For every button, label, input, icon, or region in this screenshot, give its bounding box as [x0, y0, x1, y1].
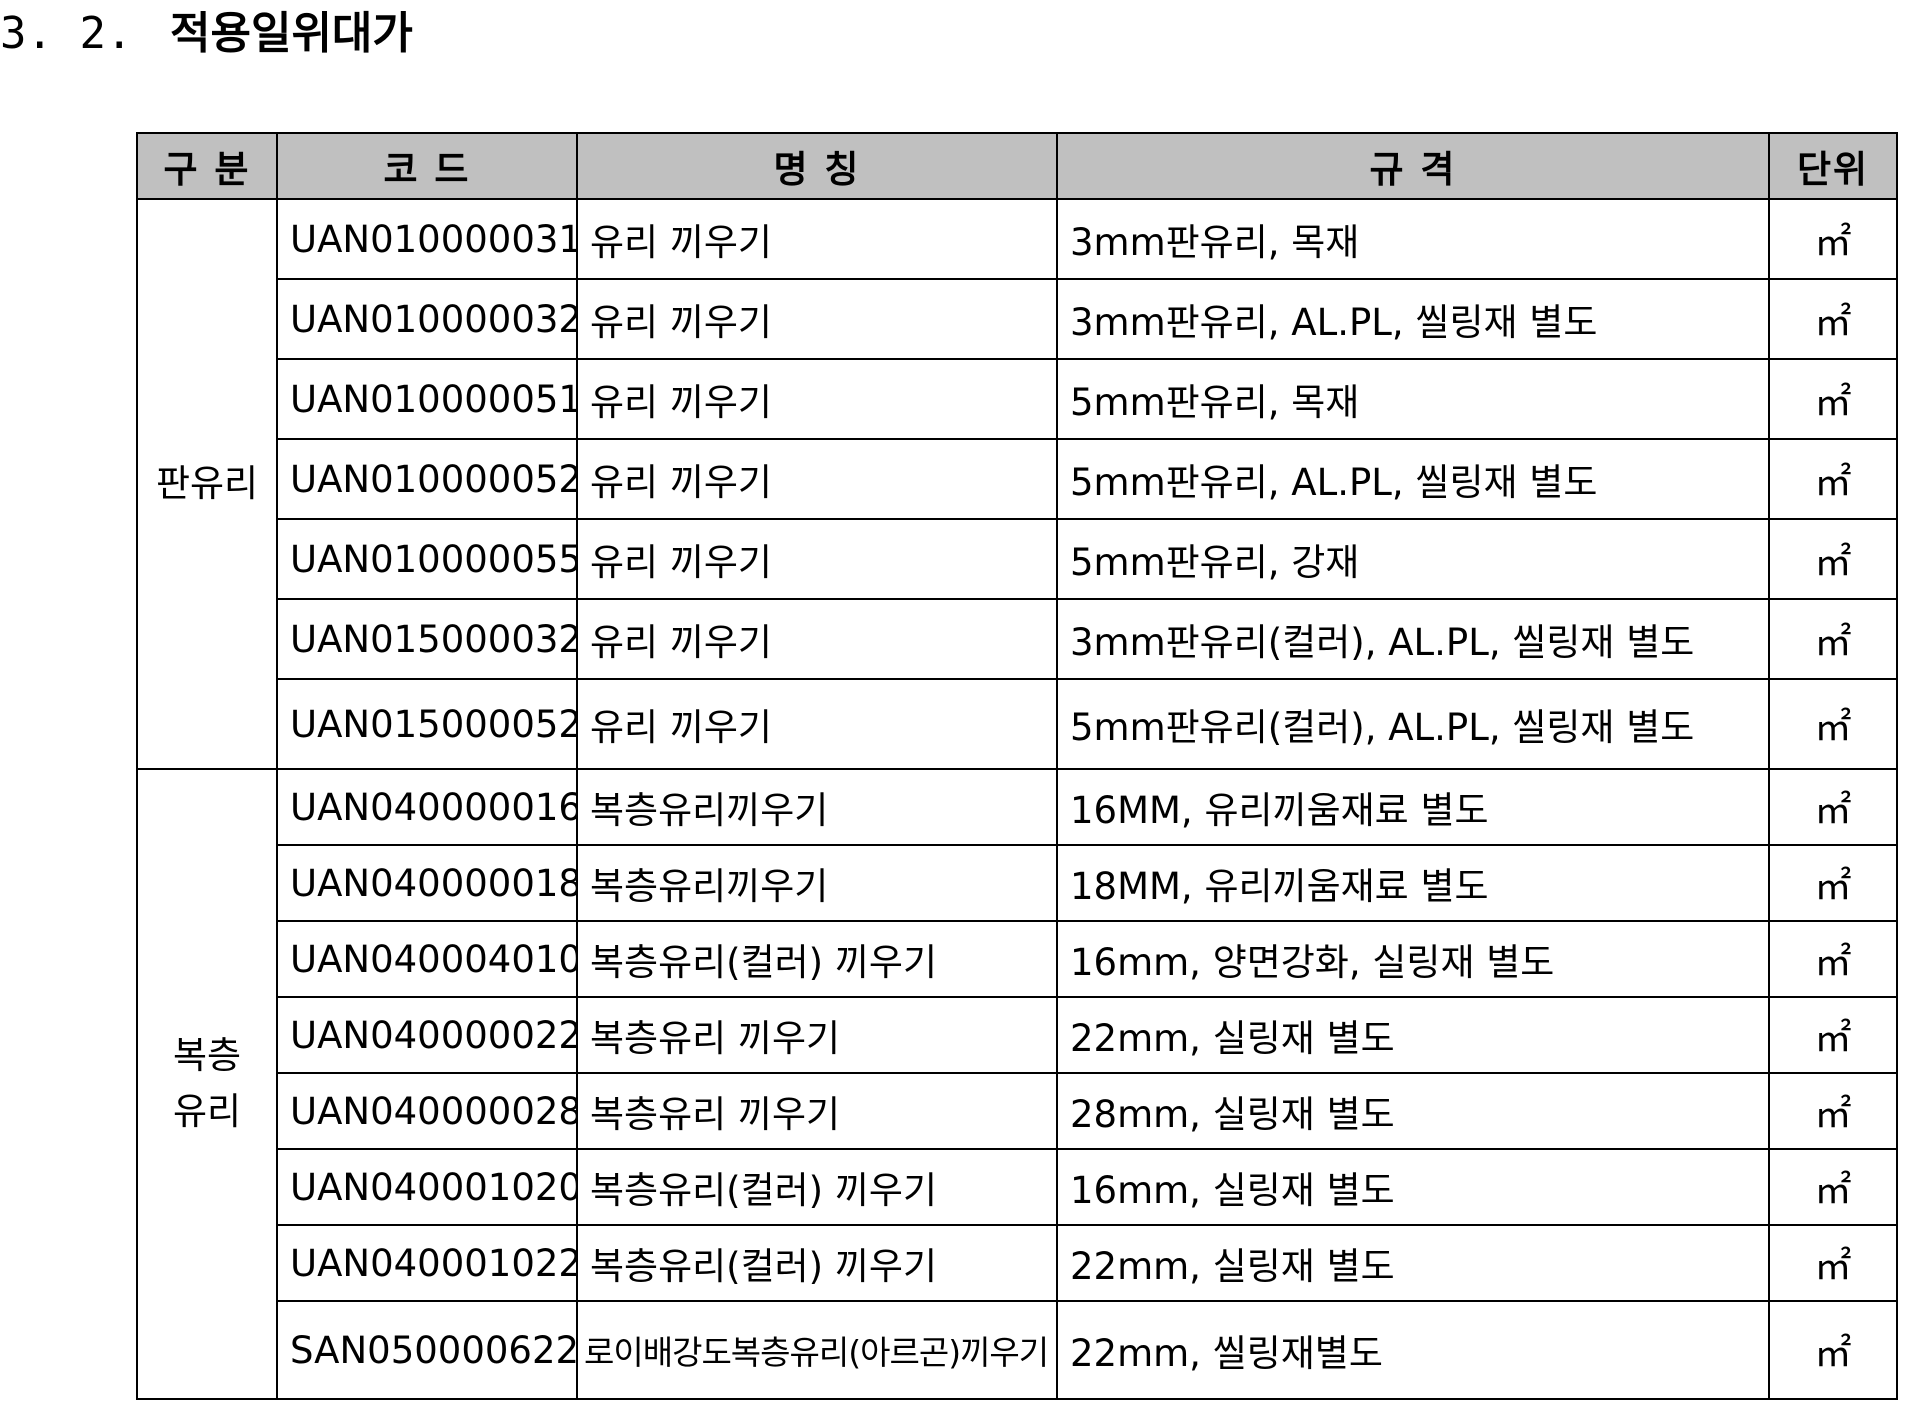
header-unit: 단위: [1768, 132, 1898, 200]
code-cell: UAN040000022: [276, 996, 578, 1074]
group-label-line-2: 유리: [172, 1090, 242, 1133]
unit-cell: ㎡: [1768, 1148, 1898, 1226]
name-cell: 복층유리 끼우기: [576, 1072, 1058, 1150]
name-cell: 유리 끼우기: [576, 358, 1058, 440]
name-cell: 복층유리(컬러) 끼우기: [576, 1148, 1058, 1226]
header-row: 구 분 코 드 명 칭 규 격 단위: [136, 132, 1898, 200]
unit-cell: ㎡: [1768, 996, 1898, 1074]
code-cell: UAN015000052: [276, 678, 578, 770]
unit-cell: ㎡: [1768, 278, 1898, 360]
section-number: 3. 2.: [0, 8, 133, 59]
spec-cell: 22mm, 실링재 별도: [1056, 1224, 1770, 1302]
header-spec: 규 격: [1056, 132, 1770, 200]
code-cell: UAN040000016: [276, 768, 578, 846]
code-cell: UAN010000055: [276, 518, 578, 600]
code-cell: UAN040001020: [276, 1148, 578, 1226]
group-label-line-1: 복층: [172, 1034, 242, 1077]
table-row: UAN010000032 유리 끼우기 3mm판유리, AL.PL, 씰링재 별…: [137, 278, 1898, 360]
unit-cell: ㎡: [1768, 358, 1898, 440]
name-cell: 유리 끼우기: [576, 598, 1058, 680]
table-row: UAN010000052 유리 끼우기 5mm판유리, AL.PL, 씰링재 별…: [137, 438, 1898, 520]
section-heading: 3. 2. 적용일위대가: [0, 6, 413, 62]
code-cell: UAN040000018: [276, 844, 578, 922]
spec-cell: 3mm판유리, 목재: [1056, 198, 1770, 280]
section-title: 적용일위대가: [170, 8, 413, 59]
unit-cell: ㎡: [1768, 844, 1898, 922]
name-cell: 복층유리(컬러) 끼우기: [576, 1224, 1058, 1302]
name-cell: 복층유리(컬러) 끼우기: [576, 920, 1058, 998]
table-header: 구 분 코 드 명 칭 규 격 단위: [136, 132, 1898, 200]
unit-cell: ㎡: [1768, 1224, 1898, 1302]
table-row: UAN015000052 유리 끼우기 5mm판유리(컬러), AL.PL, 씰…: [137, 678, 1898, 770]
table-body: 판유리 UAN010000031 유리 끼우기 3mm판유리, 목재 ㎡ UAN…: [136, 198, 1898, 1400]
name-cell: 복층유리끼우기: [576, 768, 1058, 846]
table-row: UAN010000055 유리 끼우기 5mm판유리, 강재 ㎡: [137, 518, 1898, 600]
code-cell: UAN015000032: [276, 598, 578, 680]
spec-cell: 3mm판유리, AL.PL, 씰링재 별도: [1056, 278, 1770, 360]
spec-cell: 3mm판유리(컬러), AL.PL, 씰링재 별도: [1056, 598, 1770, 680]
spec-cell: 16mm, 양면강화, 실링재 별도: [1056, 920, 1770, 998]
spec-cell: 16mm, 실링재 별도: [1056, 1148, 1770, 1226]
unit-cell: ㎡: [1768, 678, 1898, 770]
table-row: UAN040000022 복층유리 끼우기 22mm, 실링재 별도 ㎡: [137, 996, 1898, 1074]
unit-cell: ㎡: [1768, 438, 1898, 520]
spec-cell: 28mm, 실링재 별도: [1056, 1072, 1770, 1150]
table-row: UAN015000032 유리 끼우기 3mm판유리(컬러), AL.PL, 씰…: [137, 598, 1898, 680]
spec-cell: 5mm판유리(컬러), AL.PL, 씰링재 별도: [1056, 678, 1770, 770]
spec-cell: 22mm, 씰링재별도: [1056, 1300, 1770, 1400]
name-cell: 유리 끼우기: [576, 198, 1058, 280]
spec-cell: 22mm, 실링재 별도: [1056, 996, 1770, 1074]
code-cell: UAN040001022: [276, 1224, 578, 1302]
code-cell: SAN050000622: [276, 1300, 578, 1400]
spec-cell: 16MM, 유리끼움재료 별도: [1056, 768, 1770, 846]
unit-cell: ㎡: [1768, 518, 1898, 600]
spec-cell: 5mm판유리, 목재: [1056, 358, 1770, 440]
unit-cost-table: 구 분 코 드 명 칭 규 격 단위 판유리 UAN010000031 유리 끼…: [136, 132, 1898, 1400]
header-category: 구 분: [136, 132, 278, 200]
table-row: SAN050000622 로이배강도복층유리(아르곤)끼우기 22mm, 씰링재…: [137, 1300, 1898, 1400]
unit-cell: ㎡: [1768, 598, 1898, 680]
table-row: 판유리 UAN010000031 유리 끼우기 3mm판유리, 목재 ㎡: [136, 198, 1898, 770]
code-cell: UAN010000032: [276, 278, 578, 360]
name-cell: 유리 끼우기: [576, 678, 1058, 770]
spec-cell: 18MM, 유리끼움재료 별도: [1056, 844, 1770, 922]
name-cell: 복층유리 끼우기: [576, 996, 1058, 1074]
header-name: 명 칭: [576, 132, 1058, 200]
header-code: 코 드: [276, 132, 578, 200]
table-row: UAN010000051 유리 끼우기 5mm판유리, 목재 ㎡: [137, 358, 1898, 440]
table-row: UAN040000028 복층유리 끼우기 28mm, 실링재 별도 ㎡: [137, 1072, 1898, 1150]
name-cell: 로이배강도복층유리(아르곤)끼우기: [576, 1300, 1058, 1400]
spec-cell: 5mm판유리, AL.PL, 씰링재 별도: [1056, 438, 1770, 520]
group-label: 판유리: [136, 198, 278, 770]
code-cell: UAN010000051: [276, 358, 578, 440]
unit-cell: ㎡: [1768, 198, 1898, 280]
code-cell: UAN010000031: [276, 198, 578, 280]
table-row: UAN040001020 복층유리(컬러) 끼우기 16mm, 실링재 별도 ㎡: [137, 1148, 1898, 1226]
code-cell: UAN010000052: [276, 438, 578, 520]
name-cell: 유리 끼우기: [576, 518, 1058, 600]
name-cell: 유리 끼우기: [576, 278, 1058, 360]
unit-cell: ㎡: [1768, 768, 1898, 846]
name-cell: 복층유리끼우기: [576, 844, 1058, 922]
name-cell: 유리 끼우기: [576, 438, 1058, 520]
table-row: UAN040001022 복층유리(컬러) 끼우기 22mm, 실링재 별도 ㎡: [137, 1224, 1898, 1302]
unit-cell: ㎡: [1768, 920, 1898, 998]
spec-cell: 5mm판유리, 강재: [1056, 518, 1770, 600]
table-row: UAN040004010 복층유리(컬러) 끼우기 16mm, 양면강화, 실링…: [137, 920, 1898, 998]
unit-cell: ㎡: [1768, 1072, 1898, 1150]
unit-cell: ㎡: [1768, 1300, 1898, 1400]
code-cell: UAN040000028: [276, 1072, 578, 1150]
code-cell: UAN040004010: [276, 920, 578, 998]
table-row: UAN040000018 복층유리끼우기 18MM, 유리끼움재료 별도 ㎡: [137, 844, 1898, 922]
